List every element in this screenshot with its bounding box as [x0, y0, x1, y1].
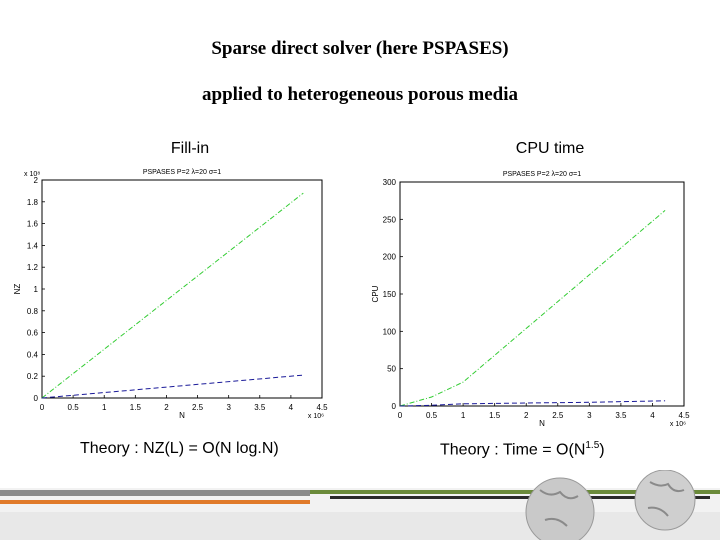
x-tick-label: 1.5	[130, 403, 142, 412]
x-tick-label: 4.5	[678, 411, 690, 420]
y-tick-label: 1.2	[27, 263, 39, 272]
y-tick-label: 300	[383, 178, 397, 187]
x-tick-label: 0.5	[68, 403, 80, 412]
globe-icon	[525, 477, 595, 540]
y-tick-label: 150	[383, 290, 397, 299]
x-axis-exponent: x 10⁶	[308, 413, 324, 420]
x-axis-exponent: x 10⁶	[670, 421, 686, 428]
footer-decoration	[0, 470, 720, 540]
y-tick-label: 1	[34, 285, 39, 294]
plot-area	[399, 181, 685, 407]
left-chart-caption: Fill-in	[170, 140, 210, 157]
left-theory-text: Theory : NZ(L) = O(N log.N)	[80, 440, 279, 457]
y-axis-label: CPU	[371, 285, 380, 302]
y-tick-label: 250	[383, 215, 397, 224]
slide-title-line2: applied to heterogeneous porous media	[202, 84, 518, 105]
y-tick-label: 0	[34, 394, 39, 403]
x-tick-label: 4	[289, 403, 294, 412]
y-tick-label: 100	[383, 327, 397, 336]
y-axis-label: NZ	[13, 284, 22, 295]
y-tick-label: 0.4	[27, 350, 39, 359]
x-tick-label: 1	[461, 411, 466, 420]
x-tick-label: 0.5	[426, 411, 438, 420]
x-tick-label: 3	[587, 411, 592, 420]
x-tick-label: 2	[524, 411, 529, 420]
x-tick-label: 3.5	[254, 403, 266, 412]
x-tick-label: 0	[40, 403, 45, 412]
right-chart-caption: CPU time	[515, 140, 585, 157]
y-tick-label: 1.6	[27, 220, 39, 229]
slide-title-line1: Sparse direct solver (here PSPASES)	[211, 38, 509, 59]
globe-icon	[634, 470, 696, 531]
y-tick-label: 0.8	[27, 307, 39, 316]
fill-in-chart: 0 0.5 1 1.5 2 2.5 3 3.5 4 4.5 0 0.2 0.4 0.6 0.8 1 1.2 1.4…	[13, 169, 328, 420]
x-tick-label: 4	[650, 411, 655, 420]
y-tick-label: 0.2	[27, 372, 39, 381]
x-tick-label: 2.5	[192, 403, 204, 412]
x-tick-label: 2.5	[552, 411, 564, 420]
x-axis-label: N	[179, 411, 185, 420]
x-axis-label: N	[539, 419, 545, 428]
y-tick-label: 2	[34, 176, 39, 185]
y-tick-label: 0.6	[27, 329, 39, 338]
series-line-2	[41, 374, 304, 399]
chart-title: PSPASES P=2 λ=20 σ=1	[143, 169, 221, 176]
right-theory-exponent: 1.5	[585, 440, 600, 451]
cpu-time-chart: 0 0.5 1 1.5 2 2.5 3 3.5 4 4.5 0 50 100 150 200 250 300 PS…	[371, 171, 690, 428]
plot-area	[41, 179, 323, 399]
y-tick-label: 0	[392, 402, 397, 411]
right-theory-text: Theory : Time = O(N1.5)	[440, 440, 605, 459]
series-line-1	[399, 210, 666, 407]
y-tick-label: 50	[387, 365, 396, 374]
x-tick-label: 4.5	[316, 403, 328, 412]
y-tick-label: 200	[383, 253, 397, 262]
series-line-2	[399, 400, 666, 407]
right-theory-suffix: )	[599, 441, 605, 459]
x-tick-label: 3.5	[615, 411, 627, 420]
right-theory-prefix: Theory : Time = O(N	[440, 441, 586, 459]
x-tick-label: 0	[398, 411, 403, 420]
x-tick-label: 2	[164, 403, 169, 412]
y-axis-exponent: x 10⁸	[24, 171, 40, 178]
chart-title: PSPASES P=2 λ=20 σ=1	[503, 171, 581, 178]
x-tick-label: 1	[102, 403, 107, 412]
x-tick-label: 3	[226, 403, 231, 412]
x-tick-label: 1.5	[489, 411, 501, 420]
y-tick-label: 1.4	[27, 241, 39, 250]
y-tick-label: 1.8	[27, 198, 39, 207]
